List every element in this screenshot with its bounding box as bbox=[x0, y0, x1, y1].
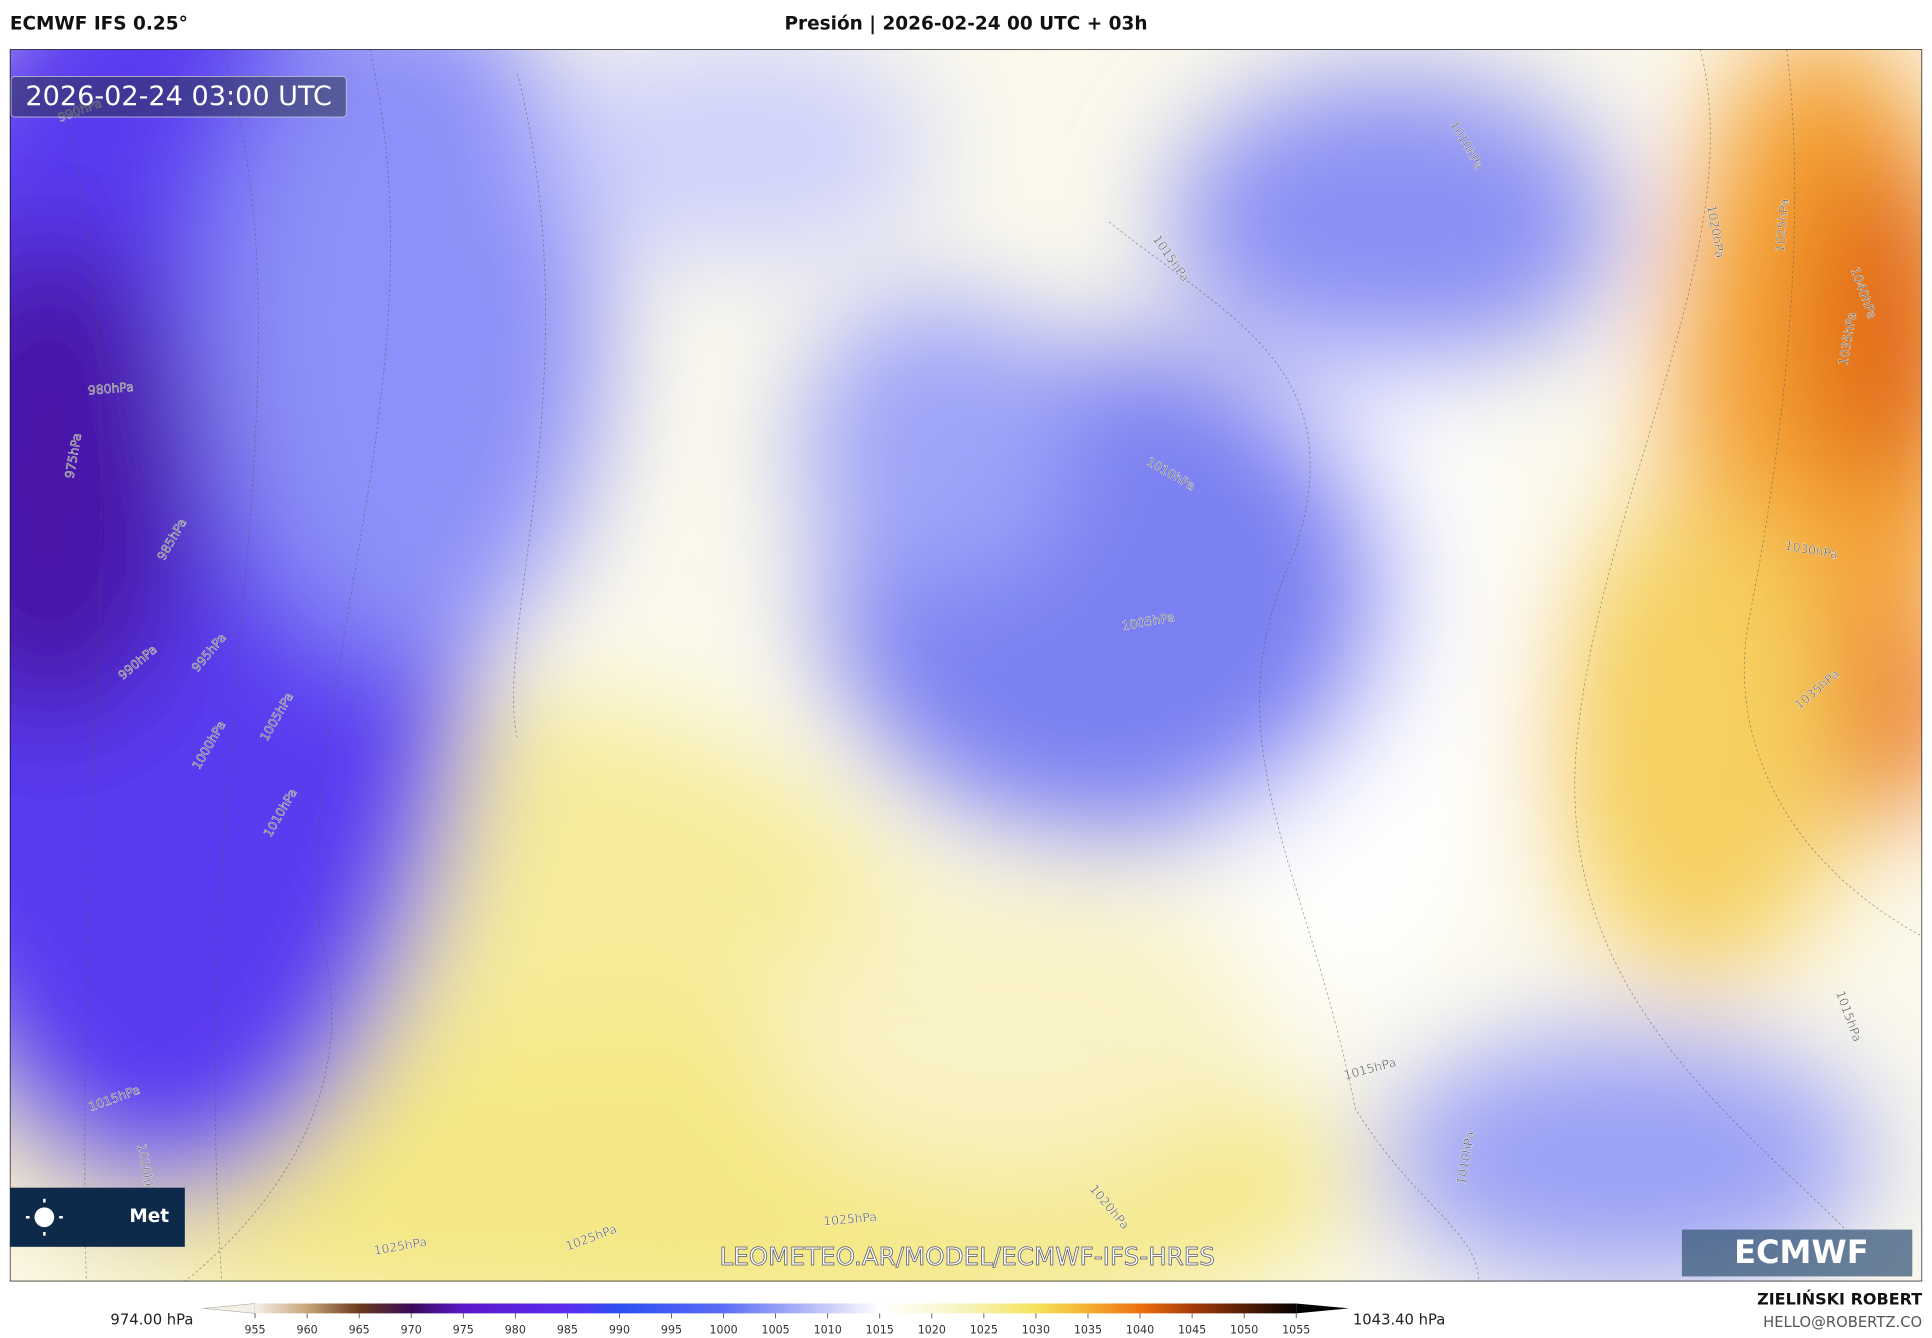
colorbar-tick-label: 975 bbox=[453, 1324, 474, 1337]
colorbar-tick-label: 1025 bbox=[970, 1324, 998, 1337]
colorbar-tick-label: 1010 bbox=[814, 1324, 842, 1337]
colorbar-tick-label: 955 bbox=[244, 1324, 265, 1337]
colorbar-tick-label: 1055 bbox=[1282, 1324, 1310, 1337]
colorbar-tick-label: 970 bbox=[401, 1324, 422, 1337]
email: HELLO@ROBERTZ.CO bbox=[1763, 1314, 1922, 1331]
colorbar-tick-label: 980 bbox=[505, 1324, 526, 1337]
author: ZIELIŃSKI ROBERT bbox=[1757, 1289, 1922, 1308]
colorbar-tick-label: 995 bbox=[661, 1324, 682, 1337]
colorbar-tick-label: 990 bbox=[609, 1324, 630, 1337]
colorbar-tick-label: 1040 bbox=[1126, 1324, 1154, 1337]
max-label: 1043.40 hPa bbox=[1353, 1312, 1445, 1329]
colorbar-tick-label: 1005 bbox=[762, 1324, 790, 1337]
colorbar: 974.00 hPa 1043.40 hPa 955 960 965 970 975 98… bbox=[110, 1303, 1445, 1337]
timestamp: 2026-02-24 03:00 UTC bbox=[25, 81, 331, 112]
colorbar-tick-label: 960 bbox=[297, 1324, 318, 1337]
colorbar-tick-label: 1020 bbox=[918, 1324, 946, 1337]
colorbar-tick-label: 1015 bbox=[866, 1324, 894, 1337]
min-label: 974.00 hPa bbox=[110, 1312, 193, 1329]
watermark: LEOMETEO.AR/MODEL/ECMWF-IFS-HRES bbox=[720, 1242, 1215, 1271]
colorbar-ramp bbox=[255, 1303, 1297, 1314]
colorbar-tick-label: 1000 bbox=[709, 1324, 737, 1337]
isobar-label: 980hPa bbox=[87, 380, 134, 398]
colorbar-tick-label: 1045 bbox=[1178, 1324, 1206, 1337]
isobar-label: 1025hPa bbox=[1773, 198, 1792, 253]
colorbar-tick-label: 1030 bbox=[1022, 1324, 1050, 1337]
model-label: ECMWF IFS 0.25° bbox=[10, 14, 188, 35]
isobar-label: 1025hPa bbox=[823, 1210, 878, 1229]
sun-icon bbox=[34, 1207, 55, 1228]
ecmwf-logo: ECMWF bbox=[1734, 1233, 1868, 1271]
badge-text: Met bbox=[129, 1206, 169, 1227]
colorbar-tick-label: 965 bbox=[349, 1324, 370, 1337]
colorbar-tick-label: 1035 bbox=[1074, 1324, 1102, 1337]
colorbar-tick-label: 1050 bbox=[1230, 1324, 1258, 1337]
colorbar-tick-label: 985 bbox=[557, 1324, 578, 1337]
chart-title: Presión | 2026-02-24 00 UTC + 03h bbox=[785, 14, 1148, 35]
